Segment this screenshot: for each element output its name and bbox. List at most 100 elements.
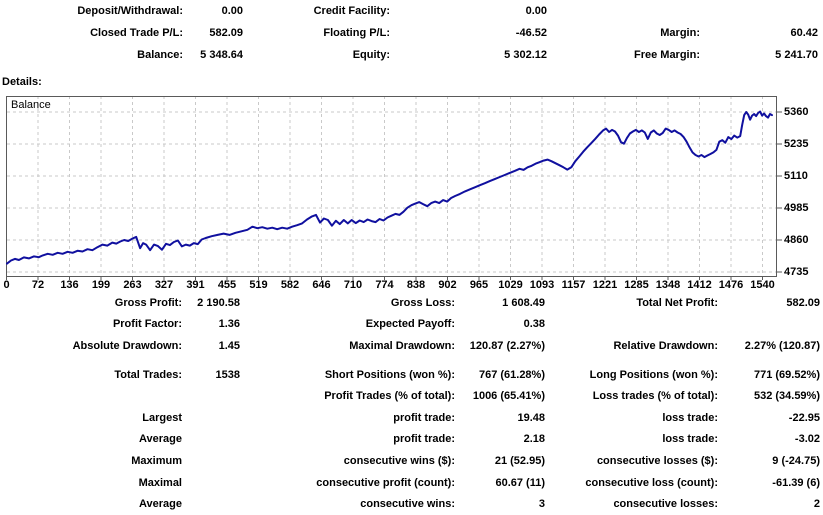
y-tick-label: 5360 (784, 106, 809, 118)
stat-value: 120.87 (2.27%) (469, 339, 545, 352)
summary-value: -46.52 (515, 27, 547, 39)
stat-label: Total Trades: (114, 368, 182, 381)
summary-value: 582.09 (209, 27, 243, 39)
stat-label: Expected Payoff: (365, 318, 455, 331)
stats-row: Profit Trades (% of total): 1006 (65.41%)… (0, 385, 820, 407)
summary-value: 0.00 (221, 5, 243, 17)
stat-label: consecutive losses ($): (596, 454, 718, 467)
y-tick-label: 4860 (784, 234, 809, 246)
stat-label: consecutive wins ($): (343, 454, 455, 467)
balance-chart (6, 96, 782, 280)
x-tick-label: 965 (469, 279, 489, 291)
stat-label: Maximum (131, 454, 182, 467)
x-tick-label: 1348 (655, 279, 681, 291)
stats-section-gap (0, 357, 820, 364)
stat-label: consecutive wins: (360, 498, 455, 511)
stat-label: consecutive profit (count): (316, 476, 455, 489)
summary-label: Margin: (660, 27, 700, 39)
summary-label: Credit Facility: (313, 5, 390, 17)
stat-value: 771 (69.52%) (753, 368, 820, 381)
summary-value: 60.42 (790, 27, 818, 39)
x-tick-label: 1093 (529, 279, 555, 291)
x-tick-label: 455 (217, 279, 237, 291)
stat-label: Total Net Profit: (636, 296, 718, 309)
stat-label: Loss trades (% of total): (592, 390, 718, 403)
stat-value: -22.95 (788, 411, 820, 424)
stat-label: Long Positions (won %): (589, 368, 718, 381)
chart-canvas (6, 96, 782, 280)
summary-label: Equity: (352, 49, 390, 61)
x-tick-label: 710 (343, 279, 363, 291)
stat-value: 2.18 (523, 433, 545, 446)
stat-label: consecutive losses: (613, 498, 718, 511)
summary-row: Balance: 5 348.64 Equity: 5 302.12 Free Marg… (0, 44, 818, 66)
stat-value: -3.02 (794, 433, 820, 446)
stat-label: Relative Drawdown: (613, 339, 718, 352)
stat-value: 3 (538, 498, 545, 511)
stats-row: Profit Factor: 1.36 Expected Payoff: 0.38 (0, 314, 820, 336)
x-tick-label: 327 (154, 279, 174, 291)
summary-value: 5 241.70 (775, 49, 818, 61)
stat-value: 767 (61.28%) (478, 368, 545, 381)
stat-label: Maximal (138, 476, 182, 489)
x-tick-label: 263 (123, 279, 142, 291)
x-tick-label: 1540 (750, 279, 775, 291)
x-tick-label: 902 (438, 279, 457, 291)
stat-value: 0.38 (523, 318, 545, 331)
account-summary: Deposit/Withdrawal: 0.00 Credit Facility: 0… (0, 0, 818, 66)
x-tick-label: 391 (186, 279, 205, 291)
stat-label: Profit Factor: (112, 318, 182, 331)
stat-value: 1.45 (218, 339, 240, 352)
x-tick-label: 1029 (498, 279, 523, 291)
stats-row: Largest profit trade: 19.48 loss trade: -22.… (0, 407, 820, 429)
stat-value: 2 (813, 498, 820, 511)
x-tick-label: 199 (91, 279, 111, 291)
y-tick-label: 4735 (784, 266, 809, 278)
summary-row: Closed Trade P/L: 582.09 Floating P/L: -46.… (0, 22, 818, 44)
stat-value: 1006 (65.41%) (472, 390, 545, 403)
x-tick-label: 1285 (624, 279, 649, 291)
stat-label: loss trade: (662, 411, 718, 424)
stat-value: 2.27% (120.87) (744, 339, 820, 352)
stats-table: Gross Profit: 2 190.58 Gross Loss: 1 608.49… (0, 292, 820, 515)
stat-value: 21 (52.95) (494, 454, 545, 467)
x-tick-label: 1476 (718, 279, 744, 291)
x-tick-label: 0 (3, 279, 10, 291)
summary-row: Deposit/Withdrawal: 0.00 Credit Facility: 0… (0, 0, 818, 22)
summary-label: Balance: (137, 49, 183, 61)
stats-row: Absolute Drawdown: 1.45 Maximal Drawdown: 1… (0, 335, 820, 357)
y-tick-label: 4985 (784, 202, 809, 214)
stats-row: Maximal consecutive profit (count): 60.67 … (0, 472, 820, 494)
stat-label: Gross Loss: (390, 296, 455, 309)
stat-label: consecutive loss (count): (585, 476, 718, 489)
stat-label: Average (138, 498, 182, 511)
stat-label: profit trade: (393, 411, 455, 424)
stat-value: 1 608.49 (502, 296, 545, 309)
stats-row: Average profit trade: 2.18 loss trade: -3.02 (0, 429, 820, 451)
x-tick-label: 838 (406, 279, 426, 291)
stat-label: Gross Profit: (114, 296, 182, 309)
chart-legend-label: Balance (11, 99, 51, 111)
x-tick-label: 646 (312, 279, 331, 291)
stat-label: loss trade: (662, 433, 718, 446)
stat-label: profit trade: (393, 433, 455, 446)
stat-label: Largest (142, 411, 182, 424)
details-heading: Details: (2, 76, 42, 88)
stat-value: 60.67 (11) (495, 476, 545, 489)
stat-label: Average (138, 433, 182, 446)
summary-value: 0.00 (525, 5, 547, 17)
x-tick-label: 519 (249, 279, 268, 291)
stat-label: Maximal Drawdown: (349, 339, 455, 352)
stat-value: 2 190.58 (197, 296, 240, 309)
y-tick-label: 5235 (784, 138, 809, 150)
stat-label: Short Positions (won %): (324, 368, 455, 381)
stat-label: Profit Trades (% of total): (324, 390, 455, 403)
x-tick-label: 582 (280, 279, 300, 291)
summary-label: Free Margin: (633, 49, 700, 61)
summary-label: Closed Trade P/L: (90, 27, 183, 39)
x-tick-label: 1412 (687, 279, 712, 291)
summary-value: 5 348.64 (200, 49, 243, 61)
stats-row: Maximum consecutive wins ($): 21 (52.95) co… (0, 450, 820, 472)
y-tick-label: 5110 (784, 170, 808, 182)
